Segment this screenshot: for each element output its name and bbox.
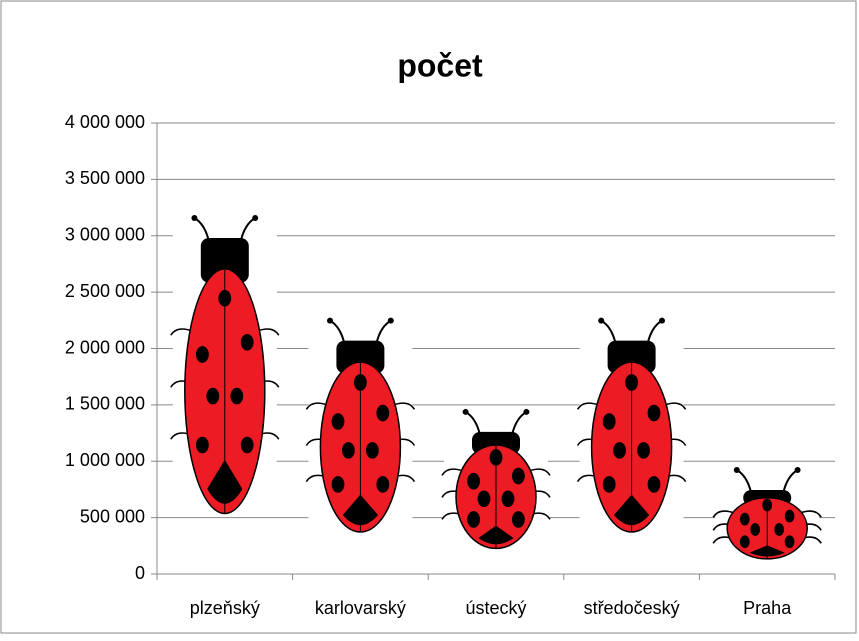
ladybug-spot — [467, 473, 480, 490]
ladybug-spot — [241, 334, 254, 351]
y-tick-label: 2 000 000 — [65, 337, 145, 357]
antenna-tip — [252, 215, 258, 221]
ladybug-spot — [648, 476, 661, 493]
ladybug-spot — [603, 413, 616, 430]
ladybug — [713, 467, 821, 561]
y-tick-label: 3 500 000 — [65, 168, 145, 188]
ladybug — [306, 318, 414, 534]
ladybug-spot — [785, 535, 795, 548]
ladybug-spot — [648, 405, 661, 422]
ladybug-spot — [637, 442, 650, 459]
ladybug-spot — [241, 437, 254, 454]
ladybug-spot — [762, 499, 772, 512]
ladybug-spot — [613, 442, 626, 459]
ladybug-spot — [467, 511, 480, 528]
ladybug-spot — [376, 476, 389, 493]
antenna-tip — [463, 409, 469, 415]
ladybug-spot — [342, 442, 355, 459]
ladybug-spot — [376, 405, 389, 422]
ladybug-spot — [196, 437, 209, 454]
ladybug-spot — [230, 388, 243, 405]
ladybug-spot — [206, 388, 219, 405]
chart: počet 0 500 000 1 000 000 1 500 000 2 000 00… — [0, 0, 859, 636]
antenna-tip — [327, 318, 333, 324]
ladybug-spot — [478, 490, 491, 507]
chart-title: počet — [397, 47, 483, 83]
y-tick-label: 500 000 — [80, 506, 145, 526]
ladybug-spot — [502, 490, 515, 507]
ladybug-spot — [750, 523, 760, 536]
y-tick-label: 0 — [135, 563, 145, 583]
y-tick-label: 1 500 000 — [65, 394, 145, 414]
antenna-tip — [598, 318, 604, 324]
ladybug-spot — [354, 374, 367, 391]
antenna-tip — [659, 318, 665, 324]
antenna-tip — [734, 467, 740, 473]
y-tick-label: 4 000 000 — [65, 112, 145, 132]
ladybug-spot — [332, 476, 345, 493]
x-tick-label: plzeňský — [190, 598, 260, 618]
y-tick-label: 2 500 000 — [65, 281, 145, 301]
ladybug-spot — [740, 513, 750, 526]
antenna-tip — [795, 467, 801, 473]
ladybug-spot — [332, 413, 345, 430]
ladybug-spot — [196, 346, 209, 363]
ladybug-spot — [490, 449, 503, 466]
antenna-tip — [523, 409, 529, 415]
x-tick-label: ústecký — [465, 598, 526, 618]
x-tick-label: Praha — [743, 598, 792, 618]
antenna-tip — [191, 215, 197, 221]
y-tick-label: 3 000 000 — [65, 225, 145, 245]
ladybug-spot — [366, 442, 379, 459]
ladybug — [578, 318, 686, 534]
ladybug-spot — [625, 374, 638, 391]
ladybug-spot — [218, 290, 231, 307]
ladybug-spot — [603, 476, 616, 493]
ladybug-spot — [785, 510, 795, 523]
ladybug-spot — [774, 523, 784, 536]
ladybug — [171, 215, 279, 516]
y-tick-label: 1 000 000 — [65, 450, 145, 470]
ladybug-spot — [512, 468, 525, 485]
x-tick-label: karlovarský — [315, 598, 406, 618]
x-tick-label: středočeský — [584, 598, 680, 618]
ladybug — [442, 409, 550, 550]
ladybug-spot — [512, 511, 525, 528]
ladybug-spot — [740, 535, 750, 548]
antenna-tip — [388, 318, 394, 324]
